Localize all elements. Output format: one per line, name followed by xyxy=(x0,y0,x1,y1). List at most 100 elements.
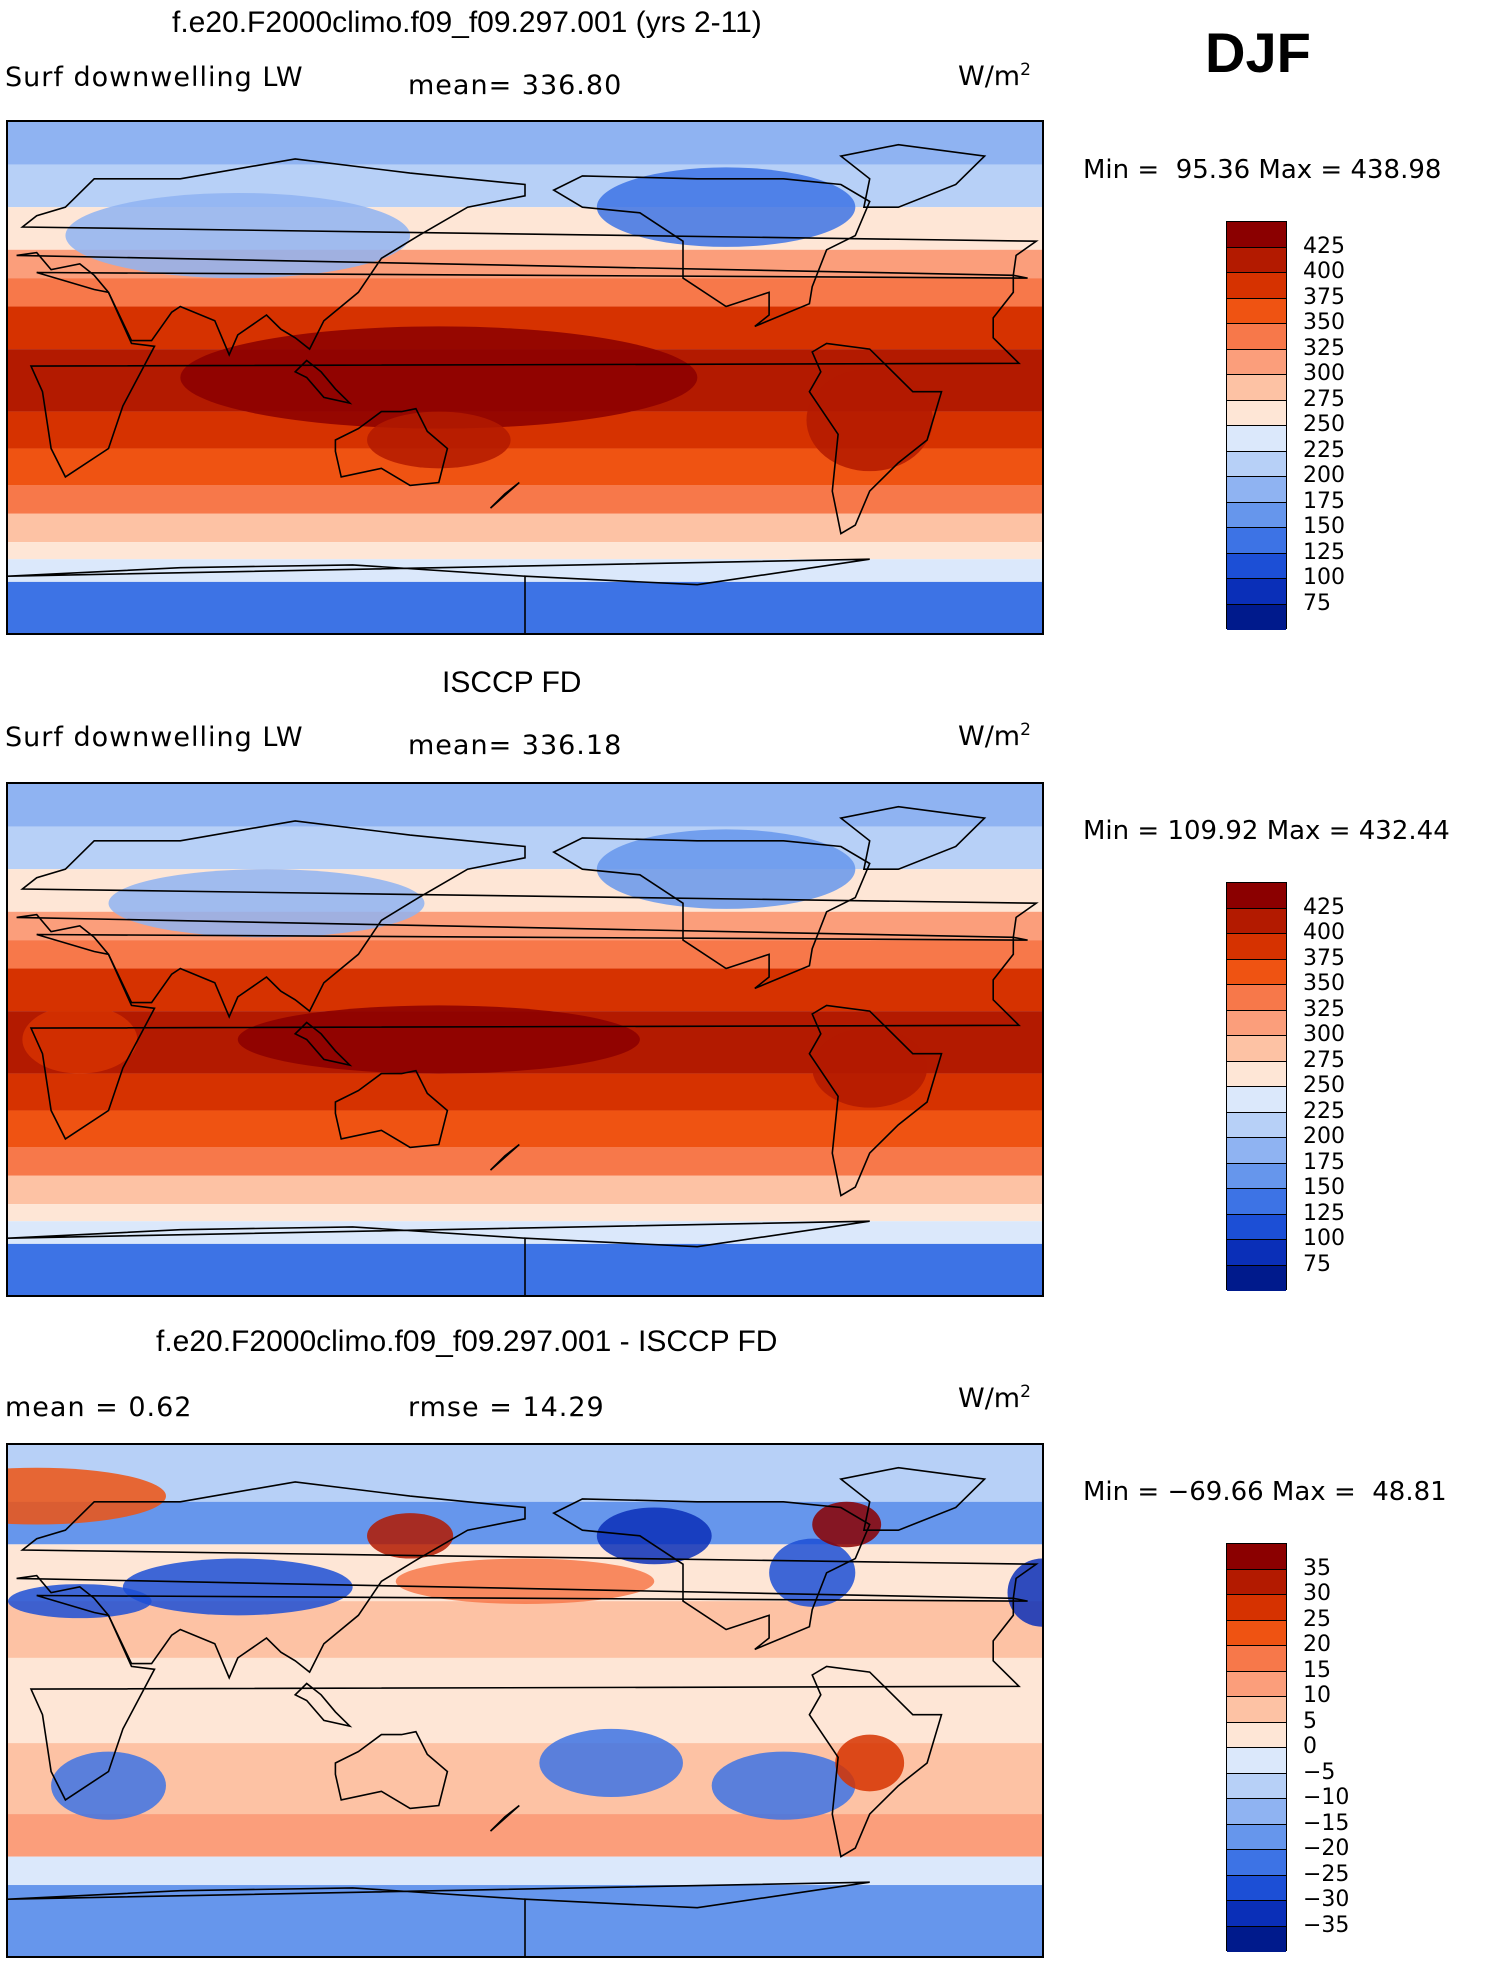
field-anomaly xyxy=(769,1538,856,1607)
field-band xyxy=(8,1657,1042,1744)
field-anomaly xyxy=(812,1028,928,1108)
colorbar-swatch xyxy=(1227,400,1286,426)
panel-1-colorbar xyxy=(1226,221,1287,630)
colorbar-label: 375 xyxy=(1303,945,1345,971)
coastline xyxy=(293,359,353,405)
colorbar-label: −35 xyxy=(1303,1912,1350,1938)
panel-2-mean: mean= 336.18 xyxy=(408,730,623,761)
colorbar-swatch xyxy=(1227,883,1286,909)
colorbar-label: 175 xyxy=(1303,1149,1345,1175)
colorbar-label: −25 xyxy=(1303,1861,1350,1887)
panel-1-mean: mean= 336.80 xyxy=(408,70,623,101)
colorbar-swatch xyxy=(1227,1087,1286,1113)
colorbar-swatch xyxy=(1227,477,1286,503)
map-canvas xyxy=(8,122,1042,633)
colorbar-swatch xyxy=(1227,1569,1286,1595)
field-anomaly xyxy=(711,1751,856,1820)
field-band xyxy=(8,1814,1042,1857)
colorbar-swatch xyxy=(1227,298,1286,324)
colorbar-label: −20 xyxy=(1303,1836,1350,1861)
colorbar-label: 10 xyxy=(1303,1683,1331,1708)
colorbar-label: 325 xyxy=(1303,996,1345,1022)
panel-1-title: f.e20.F2000climo.f09_f09.297.001 (yrs 2-… xyxy=(172,6,762,39)
coastline xyxy=(552,837,871,990)
colorbar-label: −10 xyxy=(1303,1785,1350,1810)
coastline xyxy=(8,558,870,633)
colorbar-label: 100 xyxy=(1303,1226,1345,1251)
colorbar-swatch xyxy=(1227,1010,1286,1036)
field-band xyxy=(8,1601,1042,1658)
panel-2-map xyxy=(6,782,1044,1297)
field-anomaly xyxy=(395,1558,655,1604)
coastline xyxy=(489,1143,520,1171)
colorbar-swatch xyxy=(1227,1214,1286,1240)
colorbar-swatch xyxy=(1227,1773,1286,1799)
field-anomaly xyxy=(51,1751,166,1820)
colorbar-label: 400 xyxy=(1303,259,1345,284)
field-anomaly xyxy=(812,1501,882,1548)
colorbar-label: 30 xyxy=(1303,1581,1331,1606)
colorbar-label: 35 xyxy=(1303,1555,1331,1581)
field-band xyxy=(8,784,1042,827)
panel-2-title: ISCCP FD xyxy=(442,666,582,699)
panel-3-colorbar xyxy=(1226,1543,1287,1952)
colorbar-swatch xyxy=(1227,1620,1286,1646)
colorbar-label: 20 xyxy=(1303,1632,1331,1657)
coastline xyxy=(29,271,1028,479)
colorbar-swatch xyxy=(1227,1671,1286,1697)
colorbar-swatch xyxy=(1227,1697,1286,1723)
colorbar-swatch xyxy=(1227,985,1286,1011)
field-anomaly xyxy=(8,1467,166,1525)
coastline xyxy=(839,805,987,870)
colorbar-swatch xyxy=(1227,934,1286,960)
panel-1-map xyxy=(6,120,1044,635)
panel-2-units: W/m2 xyxy=(958,720,1031,752)
coastline xyxy=(29,1594,1028,1802)
colorbar-swatch xyxy=(1227,553,1286,579)
colorbar-label: 125 xyxy=(1303,539,1345,565)
colorbar-swatch xyxy=(1227,604,1286,630)
colorbar-label: 325 xyxy=(1303,335,1345,361)
colorbar-swatch xyxy=(1227,1646,1286,1672)
field-band xyxy=(8,559,1042,582)
panel-3-rmse: rmse = 14.29 xyxy=(408,1392,605,1423)
colorbar-swatch xyxy=(1227,1824,1286,1850)
coastline xyxy=(293,1021,353,1067)
colorbar-label: 100 xyxy=(1303,565,1345,590)
colorbar-label: 15 xyxy=(1303,1657,1331,1683)
field-band xyxy=(8,1175,1042,1205)
colorbar-swatch xyxy=(1227,426,1286,452)
field-anomaly xyxy=(539,1728,683,1798)
field-band xyxy=(8,940,1042,969)
map-canvas xyxy=(8,784,1042,1295)
coastline xyxy=(808,342,943,535)
field-anomaly xyxy=(596,1507,712,1565)
coastline xyxy=(808,1665,943,1858)
field-band xyxy=(8,1147,1042,1176)
field-anomaly xyxy=(806,368,933,472)
field-band xyxy=(8,1204,1042,1222)
colorbar-swatch xyxy=(1227,247,1286,273)
colorbar-swatch xyxy=(1227,1544,1286,1570)
field-anomaly xyxy=(1007,1558,1042,1627)
field-band xyxy=(8,1110,1042,1148)
colorbar-label: 400 xyxy=(1303,920,1345,945)
colorbar-label: 300 xyxy=(1303,361,1345,386)
colorbar-label: 150 xyxy=(1303,514,1345,539)
field-anomaly xyxy=(8,1584,152,1619)
colorbar-swatch xyxy=(1227,375,1286,401)
field-anomaly xyxy=(22,1005,138,1074)
colorbar-label: 150 xyxy=(1303,1175,1345,1200)
colorbar-swatch xyxy=(1227,1850,1286,1876)
colorbar-label: 350 xyxy=(1303,971,1345,996)
coastline xyxy=(552,175,871,328)
colorbar-swatch xyxy=(1227,1265,1286,1291)
colorbar-label: 275 xyxy=(1303,386,1345,412)
colorbar-swatch xyxy=(1227,1138,1286,1164)
colorbar-label: 250 xyxy=(1303,412,1345,437)
coastline xyxy=(839,143,987,208)
colorbar-label: 225 xyxy=(1303,437,1345,463)
field-anomaly xyxy=(237,1005,640,1074)
field-band xyxy=(8,1221,1042,1244)
colorbar-label: −5 xyxy=(1303,1759,1336,1785)
